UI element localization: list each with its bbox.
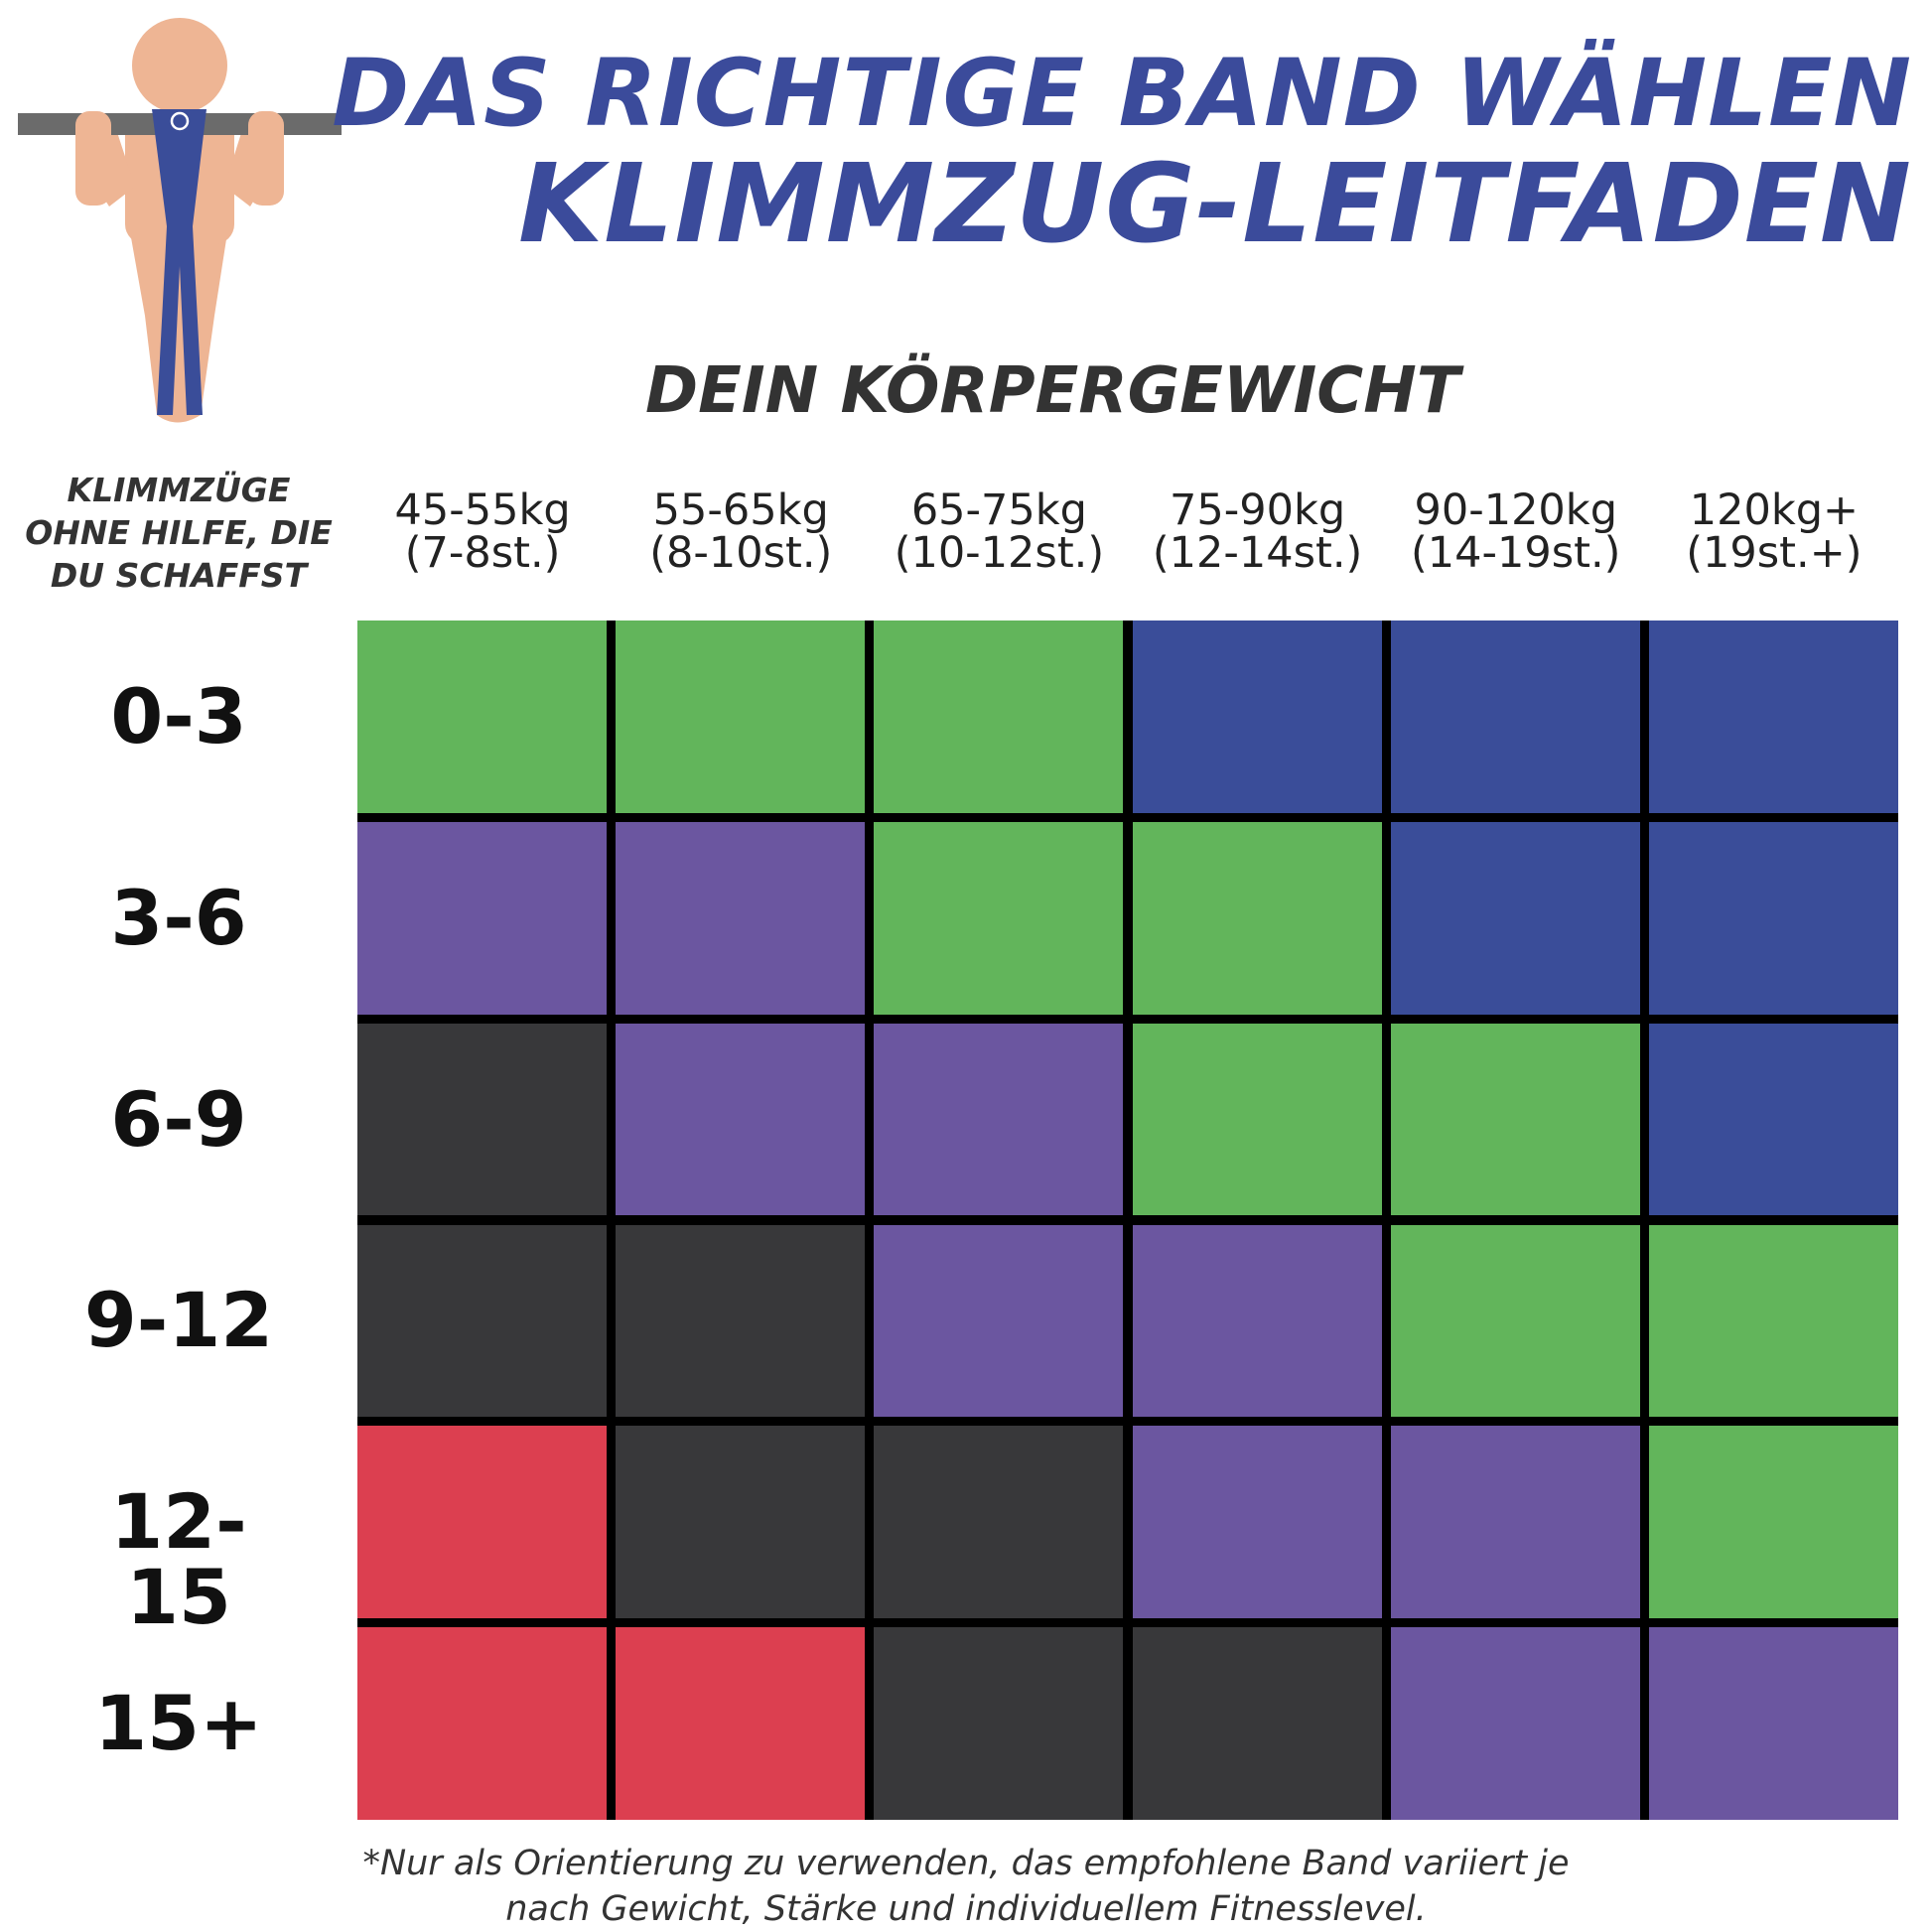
figure-legs — [129, 226, 228, 423]
pullup-row-header: 3-6 — [110, 873, 247, 962]
band-cell-green — [1390, 1224, 1640, 1418]
band-cell-black — [874, 1426, 1124, 1619]
band-cell-black — [357, 1224, 608, 1418]
band-cell-blue — [1132, 621, 1382, 813]
band-cell-purple — [874, 1023, 1124, 1216]
band-cell-purple — [874, 1224, 1124, 1418]
band-cell-green — [357, 621, 608, 813]
figure-left-hand — [75, 111, 111, 206]
band-cell-blue — [1390, 621, 1640, 813]
band-cell-black — [616, 1224, 866, 1418]
band-cell-blue — [1390, 821, 1640, 1015]
band-cell-black — [357, 1023, 608, 1216]
weight-column-header: 45-55kg (7-8st.) — [353, 489, 613, 575]
weight-kg-label: 120kg+ — [1689, 485, 1860, 535]
weight-stone-label: (19st.+) — [1686, 528, 1863, 578]
weight-kg-label: 55-65kg — [652, 485, 829, 535]
title-line-1: DAS RICHTIGE BAND WÄHLEN — [332, 40, 1912, 148]
band-cell-green — [1132, 1023, 1382, 1216]
figure-head — [132, 18, 227, 113]
band-cell-green — [1132, 821, 1382, 1015]
band-cell-purple — [616, 1023, 866, 1216]
band-grid — [357, 621, 1898, 1820]
title-line-2: KLIMMZUG-LEITFADEN — [517, 140, 1912, 267]
band-cell-black — [616, 1426, 866, 1619]
band-cell-green — [1648, 1224, 1898, 1418]
band-cell-red — [357, 1426, 608, 1619]
pullup-row-header: 15+ — [94, 1679, 263, 1768]
pullup-row-header: 6-9 — [110, 1074, 247, 1164]
band-cell-purple — [1390, 1627, 1640, 1820]
band-cell-green — [1390, 1023, 1640, 1216]
band-cell-green — [616, 621, 866, 813]
weight-stone-label: (8-10st.) — [649, 528, 833, 578]
weight-column-header: 90-120kg (14-19st.) — [1386, 489, 1645, 575]
weight-kg-label: 45-55kg — [394, 485, 571, 535]
band-cell-green — [1648, 1426, 1898, 1619]
footnote: *Nur als Orientierung zu verwenden, das … — [0, 1842, 1932, 1932]
band-cell-blue — [1648, 621, 1898, 813]
weight-kg-label: 75-90kg — [1170, 485, 1346, 535]
weight-stone-label: (12-14st.) — [1152, 528, 1363, 578]
weight-column-header: 75-90kg (12-14st.) — [1128, 489, 1387, 575]
pullup-figure-illustration — [18, 18, 342, 423]
bodyweight-heading: DEIN KÖRPERGEWICHT — [645, 354, 1460, 428]
band-cell-black — [874, 1627, 1124, 1820]
weight-column-header: 120kg+ (19st.+) — [1644, 489, 1903, 575]
weight-column-header: 65-75kg (10-12st.) — [870, 489, 1129, 575]
band-logo-icon — [170, 111, 190, 131]
band-cell-green — [874, 821, 1124, 1015]
pullup-row-header: 9-12 — [83, 1276, 274, 1365]
footnote-line-1: *Nur als Orientierung zu verwenden, das … — [362, 1844, 1570, 1883]
pullups-heading: KLIMMZÜGE OHNE HILFE, DIE DU SCHAFFST — [25, 471, 333, 595]
weight-stone-label: (10-12st.) — [894, 528, 1105, 578]
band-cell-purple — [1648, 1627, 1898, 1820]
band-cell-black — [1132, 1627, 1382, 1820]
band-cell-purple — [1132, 1426, 1382, 1619]
weight-column-header: 55-65kg (8-10st.) — [612, 489, 871, 575]
band-cell-purple — [357, 821, 608, 1015]
band-cell-purple — [616, 821, 866, 1015]
weight-stone-label: (14-19st.) — [1411, 528, 1621, 578]
band-cell-green — [874, 621, 1124, 813]
figure-right-hand — [248, 111, 284, 206]
resistance-band — [152, 109, 207, 415]
band-cell-red — [357, 1627, 608, 1820]
band-cell-blue — [1648, 1023, 1898, 1216]
pullup-row-header: 12-15 — [110, 1477, 247, 1642]
weight-kg-label: 90-120kg — [1414, 485, 1617, 535]
band-cell-red — [616, 1627, 866, 1820]
band-cell-blue — [1648, 821, 1898, 1015]
weight-kg-label: 65-75kg — [910, 485, 1087, 535]
pullup-row-header: 0-3 — [110, 671, 247, 760]
band-cell-purple — [1132, 1224, 1382, 1418]
band-cell-purple — [1390, 1426, 1640, 1619]
footnote-line-2: nach Gewicht, Stärke und individuellem F… — [505, 1888, 1427, 1929]
weight-stone-label: (7-8st.) — [404, 528, 561, 578]
